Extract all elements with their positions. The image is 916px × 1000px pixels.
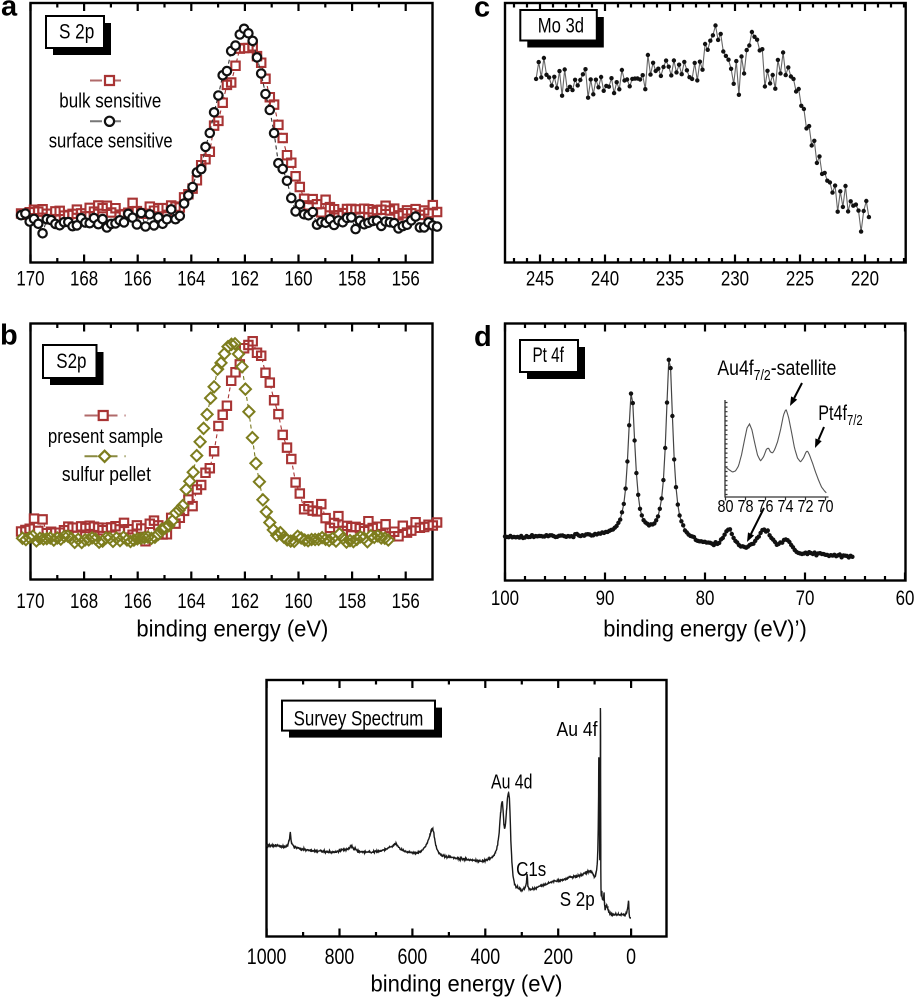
svg-text:160: 160 [284, 590, 312, 613]
svg-text:Mo 3d: Mo 3d [538, 14, 584, 37]
svg-text:600: 600 [398, 944, 428, 969]
svg-text:Pt 4f: Pt 4f [533, 344, 565, 367]
svg-text:a: a [1, 0, 18, 23]
svg-text:70: 70 [818, 496, 834, 516]
svg-text:162: 162 [231, 268, 259, 291]
svg-text:80: 80 [718, 496, 734, 516]
svg-text:100: 100 [491, 587, 519, 610]
svg-text:800: 800 [325, 944, 355, 969]
svg-text:bulk sensitive: bulk sensitive [59, 90, 161, 113]
svg-text:158: 158 [338, 590, 366, 613]
svg-text:170: 170 [16, 268, 44, 291]
svg-text:60: 60 [896, 587, 915, 610]
svg-text:90: 90 [596, 587, 615, 610]
svg-text:170: 170 [16, 590, 44, 613]
svg-text:80: 80 [696, 587, 715, 610]
svg-text:C1s: C1s [516, 859, 546, 881]
svg-text:235: 235 [656, 268, 684, 291]
svg-text:164: 164 [177, 590, 205, 613]
svg-text:d: d [474, 321, 492, 353]
svg-text:binding energy (eV): binding energy (eV) [136, 616, 328, 642]
svg-text:162: 162 [231, 590, 259, 613]
svg-text:Au 4d: Au 4d [491, 772, 532, 794]
svg-text:168: 168 [70, 590, 98, 613]
svg-text:158: 158 [338, 268, 366, 291]
svg-text:72: 72 [798, 496, 814, 516]
svg-text:present sample: present sample [48, 425, 163, 448]
svg-text:166: 166 [124, 590, 152, 613]
svg-text:sulfur pellet: sulfur pellet [62, 463, 151, 486]
svg-text:164: 164 [177, 268, 205, 291]
svg-text:Au 4f: Au 4f [557, 719, 598, 741]
svg-text:S 2p: S 2p [560, 889, 595, 911]
svg-text:230: 230 [721, 268, 749, 291]
svg-text:surface sensitive: surface sensitive [49, 130, 173, 153]
svg-text:74: 74 [778, 496, 794, 516]
svg-text:166: 166 [124, 268, 152, 291]
svg-text:0: 0 [626, 944, 636, 969]
svg-text:1000: 1000 [247, 944, 287, 969]
svg-text:168: 168 [70, 268, 98, 291]
svg-text:245: 245 [526, 268, 554, 291]
svg-text:70: 70 [796, 587, 815, 610]
svg-text:S2p: S2p [56, 350, 86, 373]
svg-text:b: b [0, 320, 18, 352]
svg-text:78: 78 [738, 496, 754, 516]
svg-text:200: 200 [543, 944, 573, 969]
svg-text:c: c [474, 0, 490, 24]
svg-text:Survey Spectrum: Survey Spectrum [294, 708, 424, 731]
svg-text:156: 156 [392, 268, 420, 291]
svg-text:S 2p: S 2p [59, 21, 94, 44]
svg-text:240: 240 [591, 268, 619, 291]
svg-text:400: 400 [470, 944, 500, 969]
svg-text:160: 160 [284, 268, 312, 291]
svg-text:binding energy (eV): binding energy (eV) [371, 971, 563, 997]
svg-text:220: 220 [851, 268, 879, 291]
svg-text:76: 76 [758, 496, 774, 516]
svg-text:Au4f7/2-satellite: Au4f7/2-satellite [717, 356, 836, 383]
svg-text:156: 156 [392, 590, 420, 613]
svg-text:225: 225 [786, 268, 814, 291]
svg-text:binding energy (eV)’): binding energy (eV)’) [603, 616, 807, 642]
